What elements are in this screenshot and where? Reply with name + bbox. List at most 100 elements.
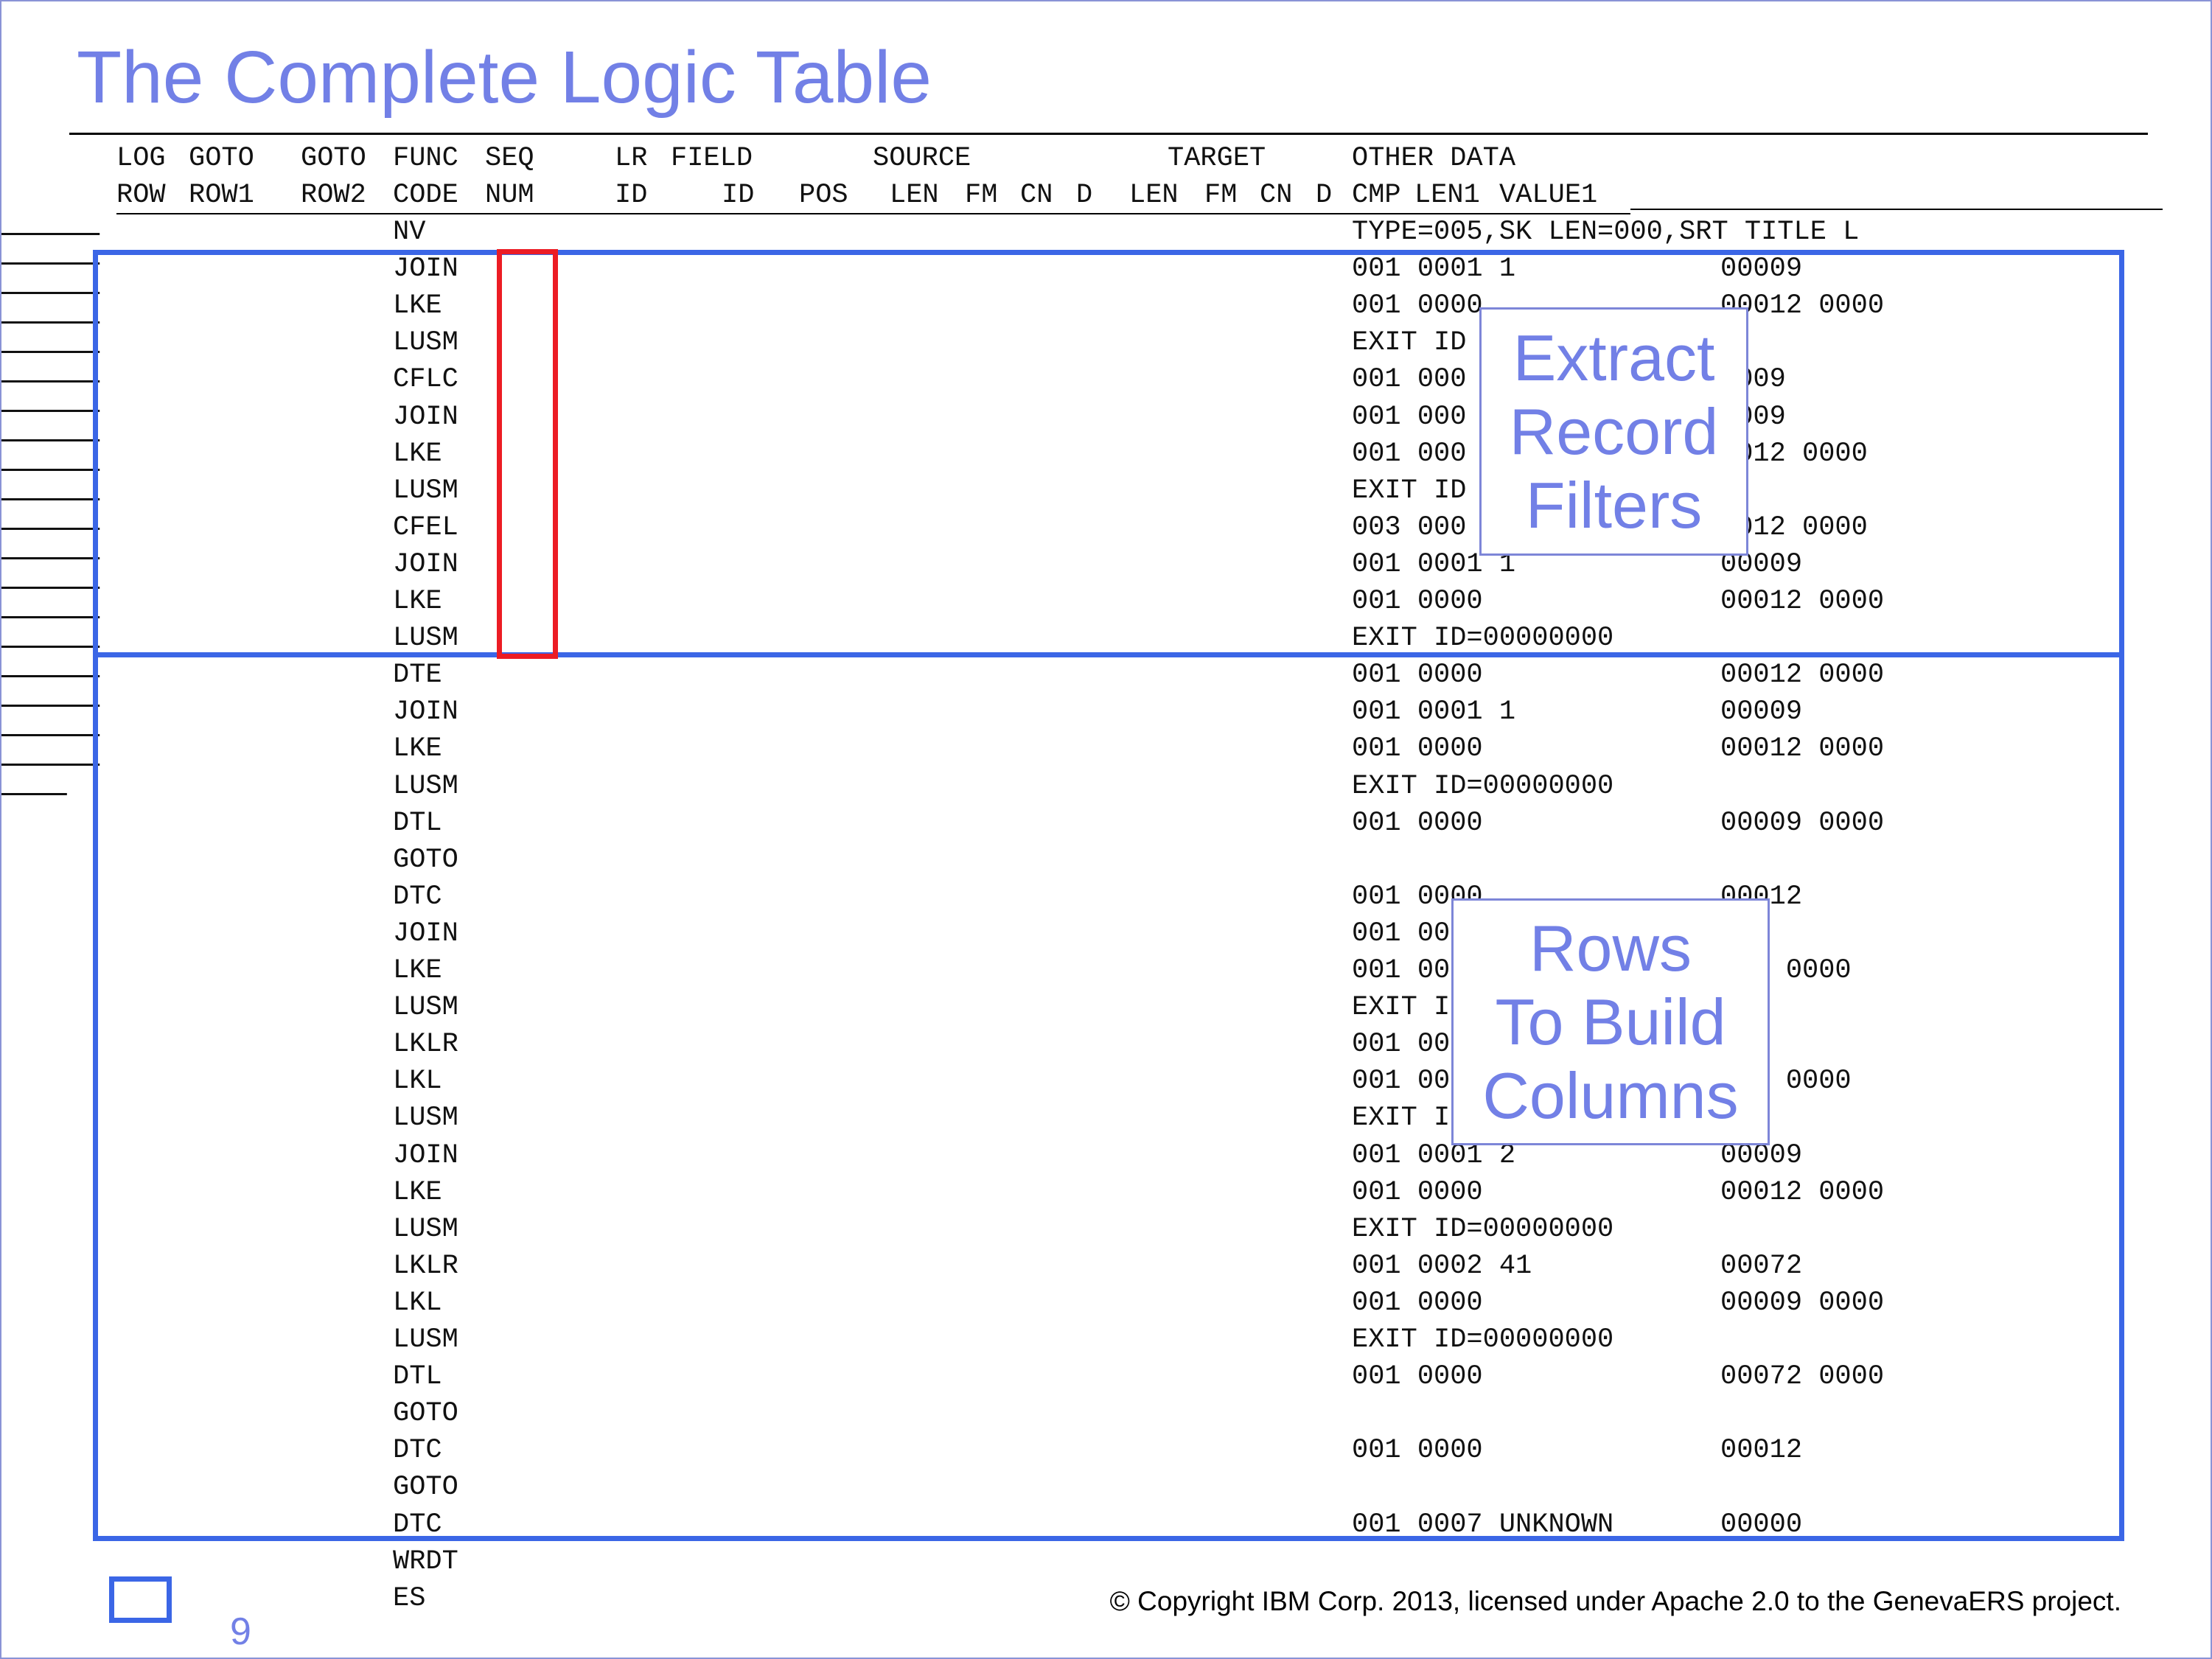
cell-val: 00012 xyxy=(1720,1435,1803,1467)
header-pos: POS xyxy=(799,180,848,211)
seq-num-highlight xyxy=(497,249,558,659)
header-seq: SEQ xyxy=(485,143,534,174)
cell-other: 001 0000 xyxy=(1352,1176,1483,1208)
cell-other: 001 0001 1 xyxy=(1352,696,1516,728)
cell-other: EXIT ID=00000000 xyxy=(1352,770,1614,802)
logic-table: LOG GOTO GOTO FUNC SEQ LR FIELD SOURCE T… xyxy=(1,1,2163,1613)
header-row-groups: LOG GOTO GOTO FUNC SEQ LR FIELD SOURCE T… xyxy=(1,144,1515,173)
cell-func: DTL xyxy=(393,1361,442,1393)
cell-func: LKE xyxy=(393,586,442,617)
cell-val: 00009 0000 xyxy=(1720,1287,1885,1319)
cell-other: 001 0001 1 xyxy=(1352,548,1516,580)
rows-to-build-columns-callout: Rows To Build Columns xyxy=(1451,898,1770,1145)
callout-line: Record xyxy=(1509,394,1719,468)
cell-val: 00000 xyxy=(1720,1509,1803,1540)
cell-func: JOIN xyxy=(393,548,458,580)
cell-other: 001 0000 xyxy=(1352,1287,1483,1319)
cell-other: EXIT ID=00000000 xyxy=(1352,1324,1614,1355)
header-target-cn: CN xyxy=(1260,180,1293,211)
header-len1: LEN1 xyxy=(1414,180,1480,211)
header-row: ROW xyxy=(116,180,166,211)
cell-func: LKLR xyxy=(393,1029,458,1061)
cell-func: JOIN xyxy=(393,254,458,285)
callout-line: Columns xyxy=(1482,1058,1739,1132)
header-lr: LR xyxy=(615,143,648,174)
cell-func: DTC xyxy=(393,881,442,912)
header-source-d: D xyxy=(1076,180,1093,211)
cell-val: 00012 0000 xyxy=(1720,660,1885,691)
cell-func: LKE xyxy=(393,955,442,986)
cell-other: 001 0000 xyxy=(1352,290,1483,322)
header-value1: VALUE1 xyxy=(1499,180,1598,211)
cell-other: 001 0000 xyxy=(1352,807,1483,839)
header-underline xyxy=(116,213,1630,214)
cell-val: 00009 xyxy=(1720,254,1803,285)
header-target: TARGET xyxy=(1168,143,1266,174)
cell-func: DTE xyxy=(393,660,442,691)
cell-func: LUSM xyxy=(393,992,458,1024)
column-build-group-box xyxy=(93,652,2124,1541)
cell-other: EXIT I xyxy=(1352,1103,1451,1134)
cell-other: 001 0000 xyxy=(1352,660,1483,691)
cell-func: LUSM xyxy=(393,770,458,802)
cell-func: LKE xyxy=(393,438,442,469)
cell-func: LUSM xyxy=(393,475,458,506)
cell-other: EXIT ID xyxy=(1352,475,1467,506)
cell-func: DTC xyxy=(393,1509,442,1540)
callout-line: Filters xyxy=(1525,468,1703,542)
header-row-columns: ROW ROW1 ROW2 CODE NUM ID ID POS LEN FM … xyxy=(1,181,1597,210)
cell-func: LUSM xyxy=(393,1103,458,1134)
callout-line: To Build xyxy=(1495,985,1726,1058)
cell-val: 00009 0000 xyxy=(1720,807,1885,839)
cell-val: 00012 0000 xyxy=(1720,733,1885,765)
cell-other: 001 0000 xyxy=(1352,881,1483,912)
cell-val: 00072 0000 xyxy=(1720,1361,1885,1393)
header-num: NUM xyxy=(485,180,534,211)
cell-other: EXIT ID=00000000 xyxy=(1352,623,1614,654)
cell-other: 001 00 xyxy=(1352,1029,1451,1061)
header-goto2: GOTO xyxy=(301,143,366,174)
cell-other: 001 000 xyxy=(1352,438,1467,469)
cell-func: LUSM xyxy=(393,327,458,359)
cell-other: EXIT ID xyxy=(1352,327,1467,359)
header-log: LOG xyxy=(116,143,166,174)
header-underline xyxy=(1630,209,2163,210)
header-target-d: D xyxy=(1316,180,1333,211)
cell-func: LKL xyxy=(393,1287,442,1319)
cell-other: 001 0001 2 xyxy=(1352,1139,1516,1171)
cell-func: LUSM xyxy=(393,623,458,654)
header-field-id: ID xyxy=(722,180,755,211)
header-source: SOURCE xyxy=(873,143,971,174)
extract-filter-group-box xyxy=(93,250,2124,657)
page-title: The Complete Logic Table xyxy=(77,36,932,119)
header-field: FIELD xyxy=(671,143,753,174)
header-row1: ROW1 xyxy=(189,180,254,211)
cell-func: DTL xyxy=(393,807,442,839)
cell-other: 001 0000 xyxy=(1352,1361,1483,1393)
cell-other: 001 0002 41 xyxy=(1352,1250,1532,1282)
copyright-notice: © Copyright IBM Corp. 2013, licensed und… xyxy=(1109,1586,2121,1616)
header-row2: ROW2 xyxy=(301,180,366,211)
cell-func: LUSM xyxy=(393,1324,458,1355)
cell-func: JOIN xyxy=(393,918,458,949)
cell-val: 00012 0000 xyxy=(1720,1176,1885,1208)
cell-func: CFLC xyxy=(393,364,458,396)
callout-line: Extract xyxy=(1513,321,1715,394)
cell-func: DTC xyxy=(393,1435,442,1467)
extract-record-filters-callout: Extract Record Filters xyxy=(1479,307,1748,556)
cell-func: LKL xyxy=(393,1066,442,1097)
cell-func: JOIN xyxy=(393,1139,458,1171)
cell-other: 001 0000 xyxy=(1352,733,1483,765)
header-cmp: CMP xyxy=(1352,180,1401,211)
cell-other: 001 00 xyxy=(1352,1066,1451,1097)
cell-other: 001 00 xyxy=(1352,918,1451,949)
cell-other: 001 000 xyxy=(1352,364,1467,396)
header-source-len: LEN xyxy=(890,180,939,211)
cell-func: LKLR xyxy=(393,1250,458,1282)
cell-func: GOTO xyxy=(393,1398,458,1430)
cell-func: LKE xyxy=(393,290,442,322)
cell-other: TYPE=005,SK LEN=000,SRT TITLE L xyxy=(1352,217,1860,248)
cell-func: JOIN xyxy=(393,401,458,433)
cell-other: 001 000 xyxy=(1352,401,1467,433)
